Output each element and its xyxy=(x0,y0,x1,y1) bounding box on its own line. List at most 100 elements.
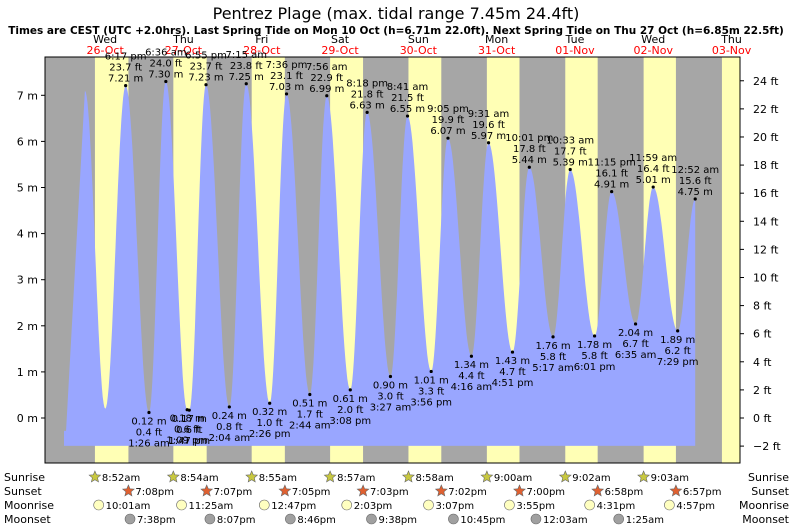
y-tick-label-ft: 4 ft xyxy=(753,356,772,369)
sunrise-time: 8:52am xyxy=(102,473,140,484)
moonset-icon xyxy=(530,513,542,525)
low-tide-time: 1:26 am xyxy=(128,438,170,449)
y-tick-label-m: 3 m xyxy=(17,274,38,287)
high-tide-meters: 4.75 m xyxy=(678,187,713,198)
sunset-time: 7:05pm xyxy=(292,487,331,498)
tide-low-point xyxy=(268,401,272,405)
tide-high-point xyxy=(164,79,168,84)
tide-low-point xyxy=(469,354,474,358)
low-tide-time: 3:08 pm xyxy=(329,416,371,427)
sunset-time: 6:58pm xyxy=(605,487,644,498)
day-header-date: 28-Oct xyxy=(243,44,281,57)
y-tick-label-ft: 0 ft xyxy=(753,412,772,425)
sunset-time: 7:02pm xyxy=(448,487,487,498)
tide-high-point xyxy=(486,141,491,145)
row-label-left-sunrise: Sunrise xyxy=(4,471,45,484)
high-tide-meters: 7.23 m xyxy=(188,73,223,84)
moonset-icon xyxy=(204,513,216,525)
low-tide-feet: 6.7 ft xyxy=(622,339,648,350)
high-tide-meters: 6.55 m xyxy=(390,104,425,115)
row-label-left-moonrise: Moonrise xyxy=(4,499,54,512)
moonset-time: 8:46pm xyxy=(297,515,336,525)
y-tick-label-ft: 6 ft xyxy=(753,328,772,341)
high-tide-feet: 21.8 ft xyxy=(351,89,384,100)
low-tide-feet: 4.4 ft xyxy=(458,371,484,382)
tide-high-point xyxy=(568,167,572,172)
moonrise-icon xyxy=(341,499,353,511)
high-tide-feet: 19.9 ft xyxy=(432,115,465,126)
y-tick-label-ft: −2 ft xyxy=(753,440,781,453)
high-tide-meters: 5.01 m xyxy=(636,175,671,186)
high-tide-feet: 21.5 ft xyxy=(391,93,424,104)
sunset-time: 7:07pm xyxy=(214,487,253,498)
high-tide-time: 9:31 am xyxy=(468,109,510,120)
high-tide-meters: 7.21 m xyxy=(108,74,143,85)
day-headers: Wed26-OctThu27-OctFri28-OctSat29-OctSun3… xyxy=(87,33,752,57)
day-header-date: 31-Oct xyxy=(478,44,516,57)
chart-title: Pentrez Plage (max. tidal range 7.45m 24… xyxy=(213,4,580,23)
high-tide-time: 6:17 pm xyxy=(105,52,147,63)
low-tide-meters: 0.61 m xyxy=(333,394,368,405)
water-base xyxy=(64,430,696,446)
row-label-right-moonset: Moonset xyxy=(742,513,789,525)
moonrise-time: 10:01am xyxy=(106,501,151,512)
high-tide-feet: 24.0 ft xyxy=(149,58,182,69)
tide-low-point xyxy=(551,335,555,339)
low-tide-time: 2:44 am xyxy=(289,420,331,431)
low-tide-time: 3:27 am xyxy=(370,403,412,414)
sunrise-icon xyxy=(245,470,259,483)
moonrise-icon xyxy=(664,499,675,511)
y-tick-label-m: 7 m xyxy=(17,89,38,102)
row-label-left-sunset: Sunset xyxy=(4,485,42,498)
high-tide-feet: 15.6 ft xyxy=(679,176,712,187)
sunrise-icon xyxy=(88,470,102,483)
moonset-icon xyxy=(285,513,296,525)
sunset-icon xyxy=(434,484,448,497)
day-header-date: 01-Nov xyxy=(555,44,595,57)
day-header-dow: Thu xyxy=(172,33,194,46)
y-tick-label-ft: 8 ft xyxy=(753,300,772,313)
low-tide-feet: 2.0 ft xyxy=(337,405,363,416)
y-tick-label-ft: 2 ft xyxy=(753,384,772,397)
day-header-date: 30-Oct xyxy=(400,44,438,57)
y-tick-label-ft: 14 ft xyxy=(753,215,779,228)
high-tide-feet: 17.7 ft xyxy=(554,147,587,158)
low-tide-feet: 3.0 ft xyxy=(377,392,403,403)
moonrise-time: 3:55pm xyxy=(516,501,555,512)
tide-high-point xyxy=(405,114,410,118)
tide-low-point xyxy=(592,334,597,338)
sunset-time: 6:57pm xyxy=(683,487,722,498)
low-tide-meters: 1.34 m xyxy=(454,360,489,371)
low-tide-feet: 0.6 ft xyxy=(176,425,202,436)
moonset-icon xyxy=(448,513,459,525)
day-header-date: 26-Oct xyxy=(87,44,125,57)
sunrise-icon xyxy=(480,470,494,483)
low-tide-meters: 1.01 m xyxy=(414,375,449,386)
low-tide-meters: 0.18 m xyxy=(170,414,205,425)
sunrise-time: 8:54am xyxy=(180,473,218,484)
sunrise-icon xyxy=(637,470,651,483)
y-tick-label-ft: 18 ft xyxy=(753,159,779,172)
row-label-right-sunrise: Sunrise xyxy=(748,471,789,484)
tide-low-point xyxy=(676,329,680,333)
high-tide-time: 10:01 pm xyxy=(505,133,553,144)
chart-subtitle: Times are CEST (UTC +2.0hrs). Last Sprin… xyxy=(8,25,784,37)
moonset-time: 12:03am xyxy=(543,515,588,525)
high-tide-feet: 23.7 ft xyxy=(190,62,223,73)
day-header-date: 02-Nov xyxy=(634,44,674,57)
high-tide-time: 12:52 am xyxy=(671,165,719,176)
moonrise-time: 4:57pm xyxy=(676,501,715,512)
row-label-left-moonset: Moonset xyxy=(4,513,51,525)
sunset-time: 7:08pm xyxy=(135,487,174,498)
tide-high-point xyxy=(244,82,248,86)
low-tide-time: 1:47 pm xyxy=(168,436,210,447)
high-tide-feet: 17.8 ft xyxy=(513,144,546,155)
day-header-date: 03-Nov xyxy=(712,44,752,57)
tide-high-point xyxy=(446,136,450,140)
high-tide-meters: 4.91 m xyxy=(594,180,629,191)
moonset-time: 9:38pm xyxy=(378,515,417,525)
row-label-right-sunset: Sunset xyxy=(751,485,789,498)
moonrise-time: 4:31pm xyxy=(597,501,636,512)
sunset-icon xyxy=(200,484,214,497)
